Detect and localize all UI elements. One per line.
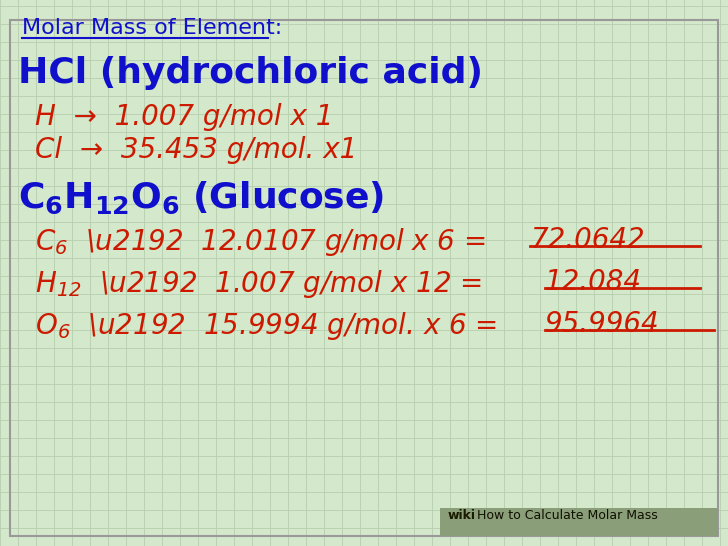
Text: 12.084: 12.084 xyxy=(545,268,642,296)
Text: HCl (hydrochloric acid): HCl (hydrochloric acid) xyxy=(18,56,483,90)
Text: Cl  →  35.453 g/mol. x1: Cl → 35.453 g/mol. x1 xyxy=(35,136,357,164)
Text: $\mathregular{H_{12}}$  \u2192  1.007 g/mol x 12 =: $\mathregular{H_{12}}$ \u2192 1.007 g/mo… xyxy=(35,268,482,300)
Text: $\mathregular{C_6}$  \u2192  12.0107 g/mol x 6 =: $\mathregular{C_6}$ \u2192 12.0107 g/mol… xyxy=(35,226,486,258)
Text: Molar Mass of Element:: Molar Mass of Element: xyxy=(22,18,282,38)
Text: wiki: wiki xyxy=(448,509,476,522)
Text: H  →  1.007 g/mol x 1: H → 1.007 g/mol x 1 xyxy=(35,103,333,131)
Text: $\mathregular{C_6H_{12}O_6}$ (Glucose): $\mathregular{C_6H_{12}O_6}$ (Glucose) xyxy=(18,180,384,216)
Text: $\mathregular{O_6}$  \u2192  15.9994 g/mol. x 6 =: $\mathregular{O_6}$ \u2192 15.9994 g/mol… xyxy=(35,310,497,342)
Text: How to Calculate Molar Mass: How to Calculate Molar Mass xyxy=(477,509,658,522)
Bar xyxy=(440,508,718,536)
Text: 72.0642: 72.0642 xyxy=(530,226,644,254)
Text: 95.9964: 95.9964 xyxy=(545,310,660,338)
